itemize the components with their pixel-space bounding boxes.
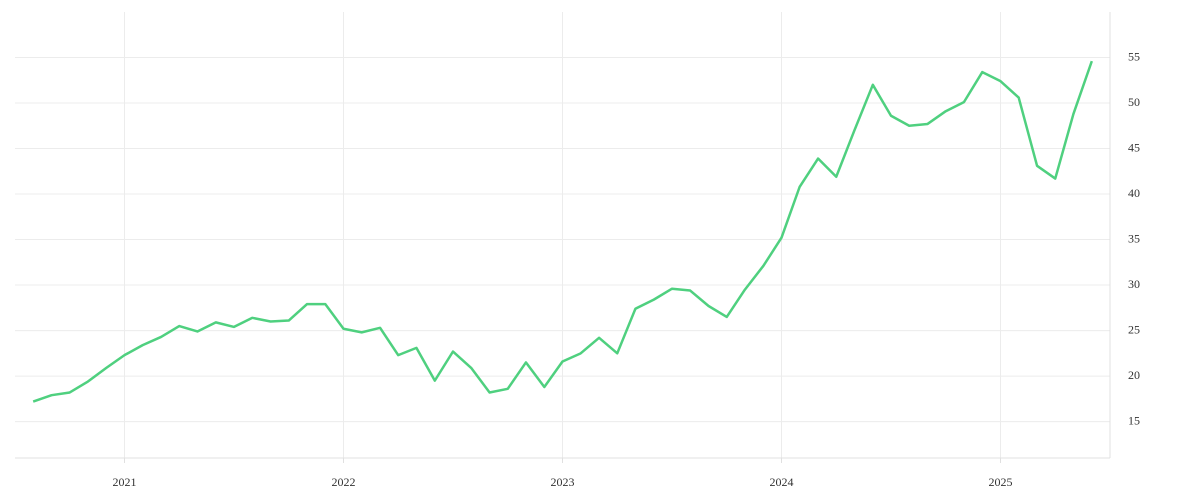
y-tick-label: 45 — [1128, 140, 1140, 154]
y-tick-label: 30 — [1128, 277, 1140, 291]
data-line — [32, 60, 1094, 403]
y-tick-label: 55 — [1128, 49, 1140, 63]
x-tick-label: 2025 — [989, 475, 1013, 489]
x-tick-label: 2023 — [551, 475, 575, 489]
y-tick-label: 35 — [1128, 231, 1140, 245]
x-tick-label: 2024 — [770, 475, 794, 489]
y-tick-label: 15 — [1128, 413, 1140, 427]
y-tick-label: 20 — [1128, 368, 1140, 382]
x-tick-label: 2022 — [332, 475, 356, 489]
y-tick-label: 25 — [1128, 322, 1140, 336]
y-tick-label: 50 — [1128, 95, 1140, 109]
y-tick-label: 40 — [1128, 186, 1140, 200]
x-tick-label: 2021 — [113, 475, 137, 489]
